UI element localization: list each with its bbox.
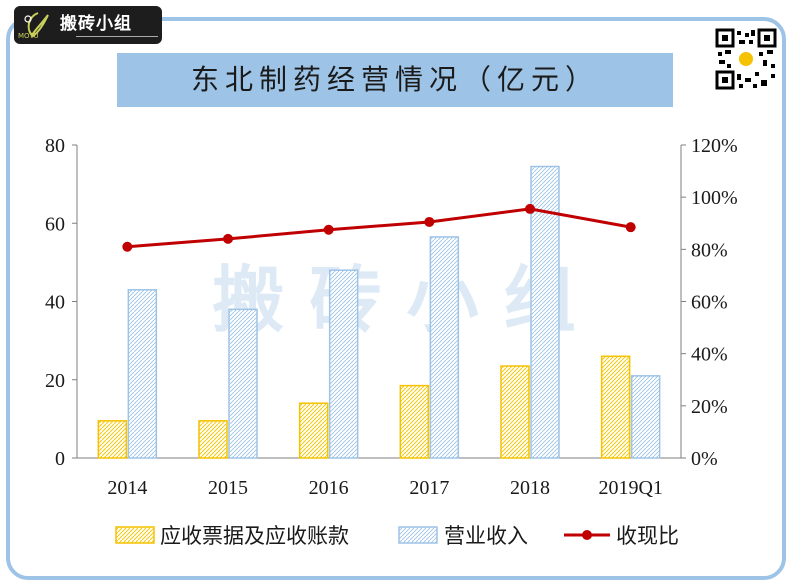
legend-label-cash-ratio: 收现比	[616, 524, 679, 548]
bar-receivables	[600, 355, 631, 459]
y-left-tick-label: 0	[55, 448, 65, 470]
logo-underline	[76, 36, 158, 37]
title-banner: 东北制药经营情况（亿元）	[117, 53, 673, 107]
y-right-tick-label: 20%	[691, 396, 728, 418]
point-cash-ratio	[625, 222, 636, 233]
y-left-tick-label: 20	[45, 370, 65, 392]
watermark-text: 搬 砖 小 组	[212, 258, 575, 342]
point-cash-ratio	[424, 216, 435, 227]
bar-receivables	[500, 365, 530, 459]
y-right-tick-label: 0%	[691, 448, 718, 470]
bar-receivables	[198, 420, 228, 459]
chart-panel: 搬 砖 小 组 0 20 40 60 80 0% 20% 40% 60% 80% 100% 120% 2…	[18, 120, 771, 563]
bar-receivables	[298, 402, 329, 459]
y-left-tick-label: 40	[45, 292, 65, 314]
point-cash-ratio	[323, 224, 334, 235]
y-left-tick-label: 60	[45, 213, 65, 235]
y-right-tick-label: 60%	[691, 292, 728, 314]
bar-revenue	[429, 236, 460, 459]
legend-swatch-receivables	[115, 526, 155, 544]
bar-revenue	[127, 289, 158, 459]
point-cash-ratio	[525, 203, 535, 214]
logo-tagline: MOYU	[18, 32, 39, 40]
x-tick-label: 2015	[208, 477, 248, 499]
x-tick-label: 2019Q1	[598, 477, 662, 499]
bar-revenue	[228, 308, 258, 459]
x-tick-label: 2016	[309, 477, 349, 499]
legend-swatch-revenue	[398, 526, 438, 544]
logo-mark-icon	[24, 12, 49, 38]
y-right-tick-label: 40%	[691, 344, 728, 366]
chart-title: 东北制药经营情况（亿元）	[190, 63, 599, 96]
y-right-tick-label: 80%	[691, 239, 728, 261]
y-right-tick-label: 120%	[691, 135, 738, 157]
bar-receivables	[399, 384, 430, 459]
bar-revenue	[328, 269, 359, 459]
legend-marker-cash-ratio	[582, 530, 592, 540]
point-cash-ratio	[223, 233, 233, 244]
point-cash-ratio	[122, 241, 133, 252]
y-left-tick-label: 80	[45, 135, 65, 157]
legend-label-revenue: 营业收入	[444, 524, 528, 548]
logo-title: 搬砖小组	[60, 14, 132, 34]
x-tick-label: 2018	[510, 477, 550, 499]
bar-revenue	[530, 165, 560, 459]
x-tick-label: 2014	[107, 477, 147, 499]
chart-svg: 搬 砖 小 组 0 20 40 60 80 0% 20% 40% 60% 80% 100% 120% 2…	[45, 135, 738, 548]
line-cash-ratio	[127, 207, 631, 249]
qr-code-icon	[715, 28, 777, 90]
y-right-tick-label: 100%	[691, 187, 738, 209]
brand-logo: 搬砖小组 MOYU	[14, 6, 162, 44]
bar-receivables	[97, 420, 128, 459]
x-tick-label: 2017	[409, 477, 449, 499]
legend-label-receivables: 应收票据及应收账款	[160, 524, 349, 548]
bar-revenue	[630, 375, 661, 459]
